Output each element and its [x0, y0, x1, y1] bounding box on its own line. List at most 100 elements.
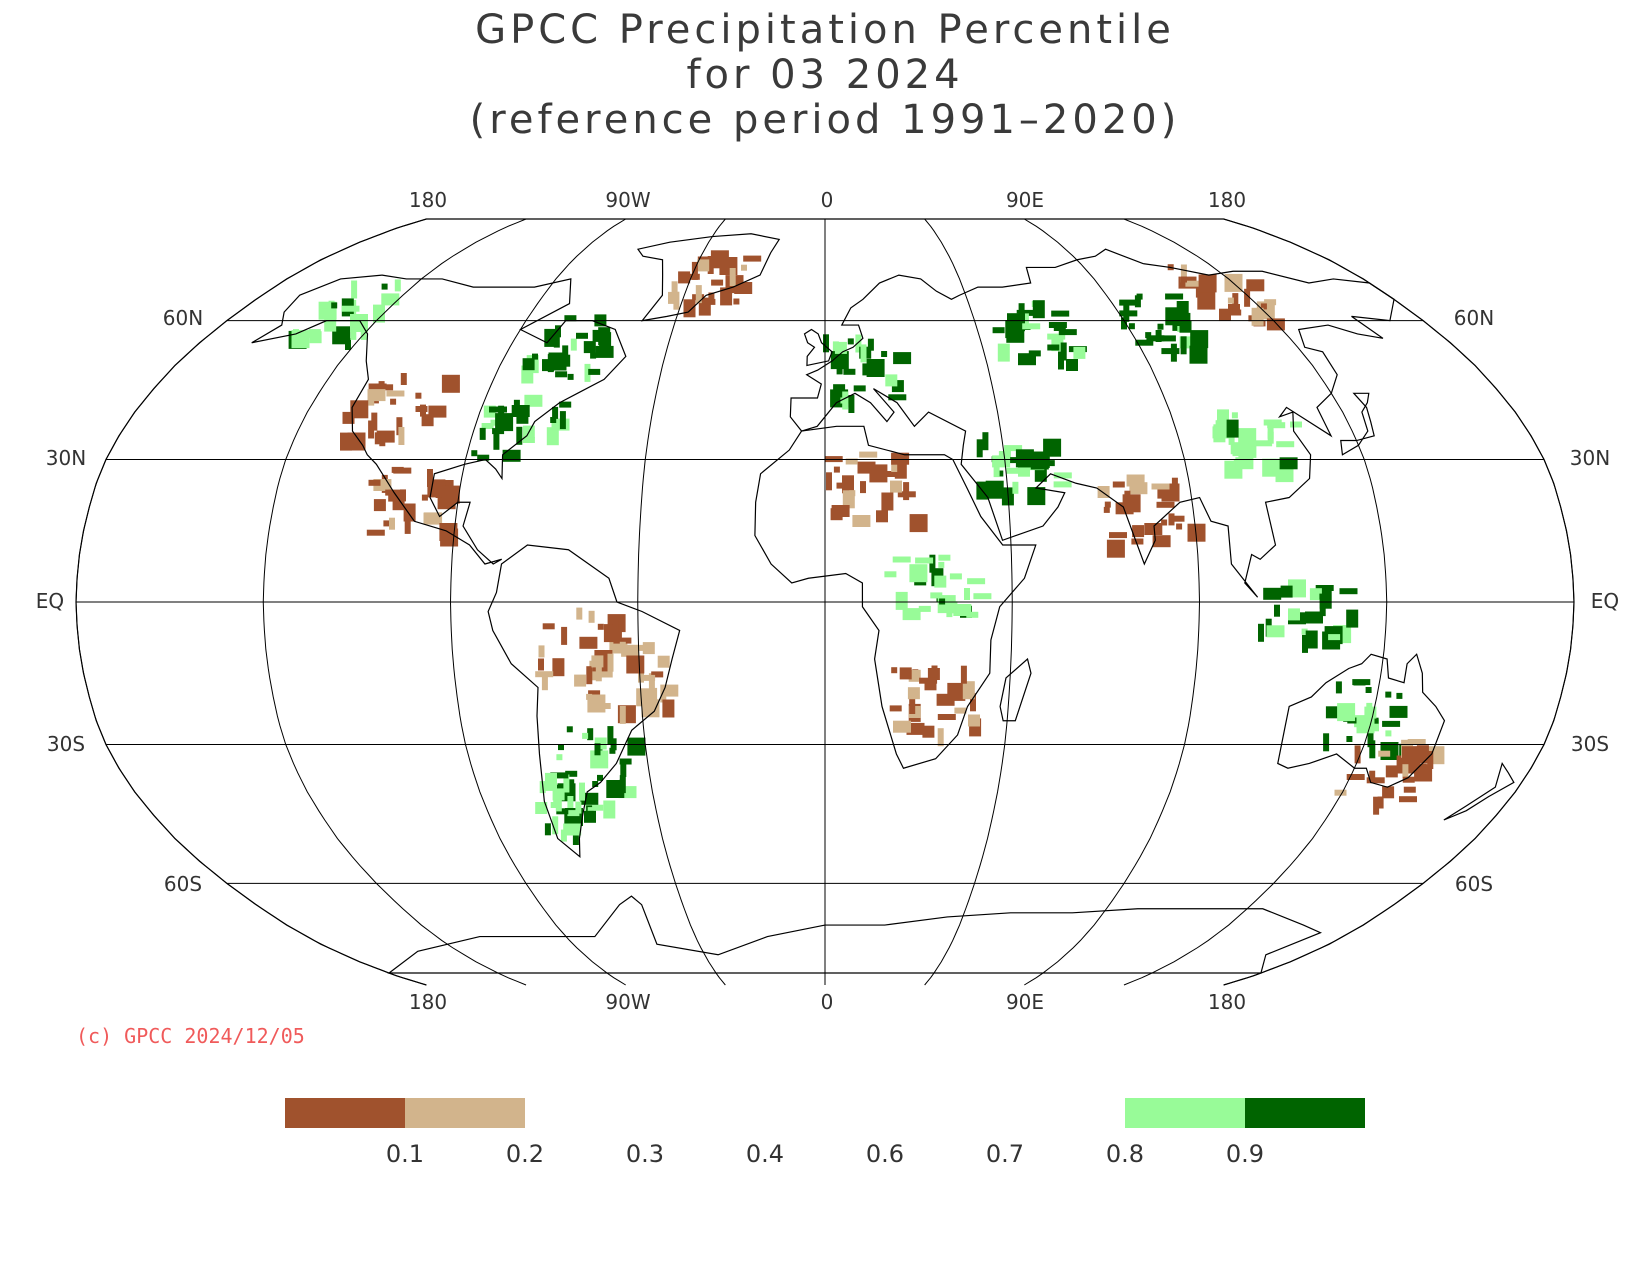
grid-cell [1305, 630, 1318, 649]
legend-tick-label: 0.7 [986, 1140, 1024, 1168]
grid-cell [585, 804, 604, 811]
grid-cell [651, 687, 658, 700]
grid-cell [626, 655, 645, 674]
grid-cell [597, 774, 603, 781]
region-southern-africa-dry [889, 665, 982, 747]
copyright-note: (c) GPCC 2024/12/05 [76, 1024, 305, 1048]
region-patagonia-wet [535, 772, 616, 845]
grid-cell [833, 384, 846, 391]
grid-cell [831, 505, 850, 517]
coastline-north-america [251, 274, 627, 565]
grid-cell [398, 427, 405, 445]
grid-cell [1048, 460, 1055, 467]
grid-cell [711, 279, 724, 286]
grid-cell [367, 389, 386, 402]
grid-cell [734, 282, 753, 294]
grid-cell [1302, 634, 1308, 653]
grid-cell [1385, 691, 1392, 698]
grid-cell [1198, 274, 1217, 293]
grid-cell [909, 696, 916, 714]
legend-tick-label: 0.2 [506, 1140, 544, 1168]
grid-cell [862, 363, 881, 376]
coastline-south-america [487, 544, 681, 859]
grid-cell [893, 352, 912, 365]
grid-cell [579, 782, 585, 801]
grid-cell [591, 655, 604, 668]
grid-cell [895, 591, 908, 610]
grid-cell [1263, 587, 1282, 600]
grid-cell [1219, 308, 1231, 321]
grid-cell [559, 401, 572, 408]
coastline-eurasia [789, 248, 1395, 598]
grid-cell [1131, 538, 1144, 545]
meridian-45 [924, 218, 1013, 986]
grid-cell [1378, 750, 1391, 757]
grid-cell [909, 564, 928, 583]
grid-cell [386, 390, 405, 397]
grid-cell [1181, 276, 1187, 283]
map-outline [75, 218, 1575, 986]
grid-cell [574, 674, 587, 687]
grid-cell [1015, 449, 1034, 468]
lat-label-left-eq: EQ [36, 589, 64, 613]
grid-cell [1274, 604, 1280, 617]
grid-cell [522, 358, 535, 371]
region-sahara-dry [824, 451, 928, 533]
title-line-3: (reference period 1991–2020) [469, 97, 1181, 143]
grid-cell [368, 383, 387, 390]
grid-cell [350, 400, 369, 419]
grid-cell [1180, 336, 1187, 355]
grid-cell [381, 293, 400, 306]
grid-cell [366, 529, 385, 536]
grid-cell [1146, 335, 1165, 342]
grid-cell [555, 325, 561, 338]
grid-cell [567, 796, 574, 808]
grid-cell [582, 732, 589, 739]
grid-cell [1189, 345, 1208, 364]
grid-cell [678, 271, 691, 284]
grid-cell [1365, 687, 1372, 693]
grid-cell [707, 256, 714, 274]
grid-cell [1144, 523, 1163, 535]
region-mexico-dry [366, 466, 460, 547]
grid-cell [947, 682, 966, 701]
grid-cell [1276, 441, 1295, 448]
region-east-siberia-dry [1167, 264, 1285, 331]
grid-cell [1151, 483, 1170, 490]
grid-cell [899, 667, 912, 680]
grid-cell [541, 672, 548, 691]
grid-cell [953, 604, 972, 616]
grid-cell [741, 264, 747, 271]
grid-cell [962, 681, 975, 700]
grid-cell [620, 759, 627, 777]
grid-cell [1364, 706, 1377, 719]
grid-cell [849, 490, 856, 497]
grid-cell [1176, 523, 1183, 530]
grid-cell [542, 623, 555, 630]
region-brazil-dry [574, 641, 679, 724]
grid-cell [1232, 293, 1239, 312]
coastline-madagascar [999, 657, 1032, 722]
grid-cell [934, 575, 947, 588]
region-western-usa-dry [340, 373, 460, 451]
grid-cell [612, 620, 619, 632]
grid-cell [867, 338, 874, 351]
grid-cell [892, 556, 911, 563]
grid-cell [609, 747, 616, 754]
grid-cell [607, 653, 614, 672]
grid-cell [368, 420, 375, 439]
grid-cell [691, 261, 698, 280]
grid-cell [660, 684, 679, 697]
grid-cell [532, 353, 538, 360]
grid-cell [1053, 481, 1072, 488]
coastline-uk [803, 328, 833, 367]
grid-cell [648, 673, 655, 692]
grid-cell [836, 482, 843, 489]
grid-cell [389, 517, 395, 530]
grid-cell [565, 770, 578, 777]
grid-cell [830, 351, 849, 370]
grid-cell [855, 334, 862, 353]
grid-cell [385, 489, 392, 496]
grid-cell [1309, 588, 1322, 601]
grid-cell [1161, 348, 1180, 355]
